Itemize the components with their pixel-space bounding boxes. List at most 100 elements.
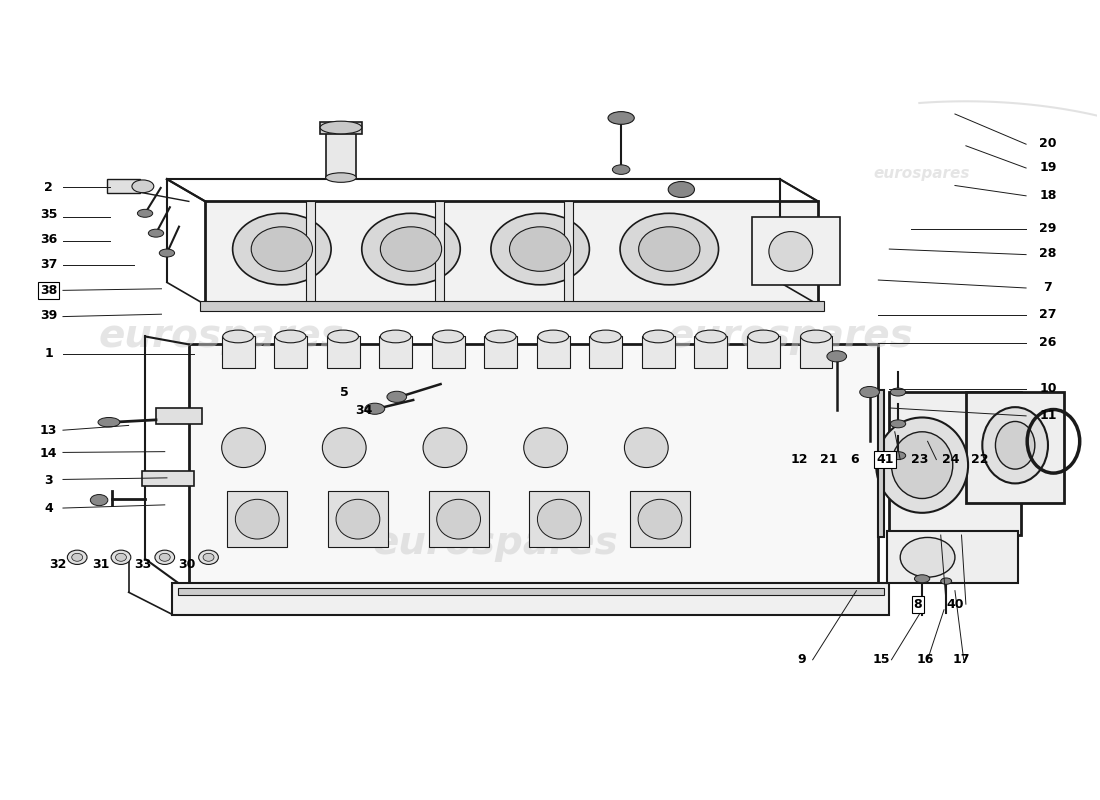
Ellipse shape bbox=[365, 403, 385, 414]
Ellipse shape bbox=[235, 499, 279, 539]
Text: 26: 26 bbox=[1040, 336, 1057, 350]
Bar bbox=[222, 337, 254, 368]
Ellipse shape bbox=[900, 538, 955, 577]
Ellipse shape bbox=[982, 407, 1048, 483]
Text: 38: 38 bbox=[40, 284, 57, 297]
Text: 33: 33 bbox=[134, 558, 152, 571]
Ellipse shape bbox=[940, 578, 952, 584]
Ellipse shape bbox=[381, 227, 441, 271]
Text: 5: 5 bbox=[340, 386, 349, 398]
Text: 7: 7 bbox=[1044, 281, 1053, 294]
Ellipse shape bbox=[613, 165, 630, 174]
Ellipse shape bbox=[876, 418, 968, 513]
Ellipse shape bbox=[485, 330, 516, 342]
Text: 20: 20 bbox=[1040, 137, 1057, 150]
Text: 31: 31 bbox=[92, 558, 110, 571]
Bar bbox=[189, 344, 878, 590]
Bar bbox=[274, 337, 307, 368]
Bar bbox=[436, 202, 443, 305]
Bar bbox=[142, 471, 195, 486]
Ellipse shape bbox=[538, 499, 581, 539]
Ellipse shape bbox=[801, 330, 832, 342]
Ellipse shape bbox=[914, 574, 929, 582]
Text: 34: 34 bbox=[355, 404, 373, 417]
Ellipse shape bbox=[620, 214, 718, 285]
Ellipse shape bbox=[251, 227, 312, 271]
Ellipse shape bbox=[608, 112, 635, 124]
Bar bbox=[484, 337, 517, 368]
Text: 32: 32 bbox=[48, 558, 66, 571]
Ellipse shape bbox=[160, 554, 170, 562]
Bar bbox=[752, 218, 840, 285]
Bar bbox=[878, 390, 883, 537]
Ellipse shape bbox=[322, 428, 366, 467]
Ellipse shape bbox=[890, 420, 905, 428]
Bar bbox=[326, 130, 356, 178]
Ellipse shape bbox=[860, 386, 879, 398]
Ellipse shape bbox=[891, 432, 953, 498]
Text: 22: 22 bbox=[971, 453, 989, 466]
Text: 11: 11 bbox=[1040, 409, 1057, 422]
Ellipse shape bbox=[827, 350, 847, 362]
Ellipse shape bbox=[491, 214, 590, 285]
Ellipse shape bbox=[138, 210, 153, 218]
Ellipse shape bbox=[748, 330, 779, 342]
Bar bbox=[630, 491, 690, 547]
Text: 6: 6 bbox=[850, 453, 859, 466]
Ellipse shape bbox=[362, 214, 460, 285]
Text: 16: 16 bbox=[916, 654, 934, 666]
Ellipse shape bbox=[160, 249, 175, 257]
Ellipse shape bbox=[67, 550, 87, 565]
Ellipse shape bbox=[275, 330, 306, 342]
Ellipse shape bbox=[328, 330, 359, 342]
Ellipse shape bbox=[387, 391, 407, 402]
Text: 3: 3 bbox=[44, 474, 53, 486]
Bar bbox=[747, 337, 780, 368]
Text: 17: 17 bbox=[953, 654, 970, 666]
Bar bbox=[564, 202, 573, 305]
Bar bbox=[889, 392, 1021, 535]
Bar bbox=[107, 179, 140, 194]
Ellipse shape bbox=[890, 452, 905, 459]
Bar bbox=[178, 588, 883, 594]
Ellipse shape bbox=[155, 550, 175, 565]
Bar bbox=[642, 337, 674, 368]
Ellipse shape bbox=[424, 428, 466, 467]
Bar bbox=[800, 337, 833, 368]
Text: 21: 21 bbox=[821, 453, 838, 466]
Bar bbox=[432, 337, 464, 368]
Ellipse shape bbox=[668, 182, 694, 198]
Text: 37: 37 bbox=[40, 258, 57, 271]
Text: 27: 27 bbox=[1040, 309, 1057, 322]
Bar bbox=[887, 531, 1019, 582]
Ellipse shape bbox=[524, 428, 568, 467]
Bar bbox=[156, 408, 202, 424]
Text: eurospares: eurospares bbox=[668, 318, 914, 355]
Ellipse shape bbox=[625, 428, 668, 467]
Ellipse shape bbox=[591, 330, 622, 342]
Text: 35: 35 bbox=[40, 208, 57, 222]
Ellipse shape bbox=[509, 227, 571, 271]
Ellipse shape bbox=[890, 388, 905, 396]
Ellipse shape bbox=[336, 499, 380, 539]
Bar bbox=[966, 392, 1065, 503]
Ellipse shape bbox=[222, 428, 265, 467]
Text: 12: 12 bbox=[791, 453, 808, 466]
Ellipse shape bbox=[639, 227, 700, 271]
Ellipse shape bbox=[769, 231, 813, 271]
Text: 14: 14 bbox=[40, 446, 57, 460]
Text: 29: 29 bbox=[1040, 222, 1057, 235]
Text: 4: 4 bbox=[44, 502, 53, 514]
Text: 30: 30 bbox=[178, 558, 196, 571]
Text: 24: 24 bbox=[942, 453, 959, 466]
Bar bbox=[529, 491, 590, 547]
Bar bbox=[306, 202, 315, 305]
Ellipse shape bbox=[437, 499, 481, 539]
Text: eurospares: eurospares bbox=[99, 318, 344, 355]
Ellipse shape bbox=[644, 330, 673, 342]
Bar bbox=[173, 582, 889, 614]
Text: eurospares: eurospares bbox=[873, 166, 970, 181]
Text: 28: 28 bbox=[1040, 247, 1057, 260]
Ellipse shape bbox=[148, 229, 164, 237]
Ellipse shape bbox=[199, 550, 219, 565]
